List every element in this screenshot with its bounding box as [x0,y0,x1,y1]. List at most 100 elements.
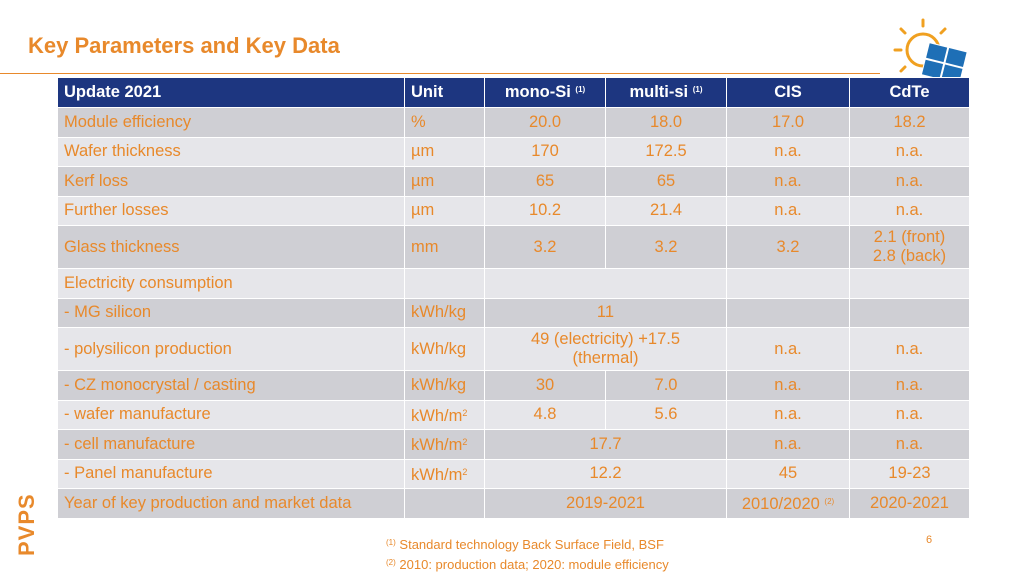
row-unit: µm [404,195,485,226]
cell-cis: n.a. [726,327,850,371]
table-row: Kerf loss µm 65 65 n.a. n.a. [57,166,970,197]
unit-exponent: 2 [462,466,468,477]
table-row: - Panel manufacture kWh/m2 12.2 45 19-23 [57,458,970,489]
cell-cdte: 18.2 [849,107,970,138]
table-row: Wafer thickness µm 170 172.5 n.a. n.a. [57,136,970,167]
row-label: - MG silicon [57,297,405,328]
page-number: 6 [926,534,933,546]
row-unit: µm [404,166,485,197]
header-multi-label: multi-si [629,83,689,101]
row-unit: kWh/kg [404,297,485,328]
title-divider [0,73,880,74]
footnote-1: (1) Standard technology Back Surface Fie… [386,534,669,554]
row-label: - wafer manufacture [57,399,405,430]
cell-multi: 5.6 [605,399,727,430]
cell-cis: n.a. [726,370,850,401]
header-update: Update 2021 [57,77,405,108]
cell-mono-multi: 49 (electricity) +17.5 (thermal) [484,327,727,371]
cell-cdte: 2.1 (front) 2.8 (back) [849,225,970,269]
cell-cis: n.a. [726,195,850,226]
cell-cdte: n.a. [849,195,970,226]
cell-mono: 3.2 [484,225,606,269]
cell-cis [726,297,850,328]
row-label: - CZ monocrystal / casting [57,370,405,401]
row-label: Further losses [57,195,405,226]
row-unit: kWh/m2 [404,399,485,430]
row-label: Year of key production and market data [57,488,405,519]
footnote-mark: (2) [386,558,396,567]
cell-cis: 3.2 [726,225,850,269]
cell-mono-multi: 17.7 [484,429,727,460]
cell-mono: 65 [484,166,606,197]
table-row: Electricity consumption [57,268,970,299]
cell-cdte: n.a. [849,166,970,197]
row-unit: kWh/kg [404,327,485,371]
cdte-front: 2.1 (front) [873,228,946,246]
cell-cdte: n.a. [849,136,970,167]
row-unit [404,268,485,299]
row-label: Kerf loss [57,166,405,197]
row-label: - Panel manufacture [57,458,405,489]
unit-text: kWh/m [411,406,463,425]
cell-cdte: n.a. [849,370,970,401]
row-unit: mm [404,225,485,269]
cis-years: 2010/2020 [741,495,820,514]
cell-cdte: 2020-2021 [849,488,970,519]
row-unit: kWh/kg [404,370,485,401]
cell-mono: 10.2 [484,195,606,226]
row-unit: % [404,107,485,138]
row-label: - cell manufacture [57,429,405,460]
cell-multi: 7.0 [605,370,727,401]
cell-cis: n.a. [726,166,850,197]
cell-mono-multi: 2019-2021 [484,488,727,519]
pvps-brand: PVPS [14,493,39,556]
page-title: Key Parameters and Key Data [28,33,340,58]
table-row: Glass thickness mm 3.2 3.2 3.2 2.1 (fron… [57,225,970,269]
cell-cis: n.a. [726,399,850,430]
cell-mono-multi: 11 [484,297,727,328]
header-mono-si: mono-Si (1) [484,77,606,108]
cell-cis: 17.0 [726,107,850,138]
cell-cdte [849,297,970,328]
table-row: - MG silicon kWh/kg 11 [57,297,970,328]
cell-cis: 2010/2020 (2) [726,488,850,519]
cell-cis: n.a. [726,429,850,460]
cell-multi: 3.2 [605,225,727,269]
row-label: Wafer thickness [57,136,405,167]
sun-and-solar-panel-icon [893,18,968,82]
key-parameters-table: Update 2021 Unit mono-Si (1) multi-si (1… [57,77,970,519]
header-multi-si: multi-si (1) [605,77,727,108]
cell-mono: 170 [484,136,606,167]
row-unit: kWh/m2 [404,429,485,460]
cell-cis: n.a. [726,136,850,167]
unit-text: kWh/m [411,465,463,484]
cell-multi: 65 [605,166,727,197]
footnote-2: (2) 2010: production data; 2020: module … [386,554,669,574]
table-header-row: Update 2021 Unit mono-Si (1) multi-si (1… [57,77,970,108]
cell-cdte: 19-23 [849,458,970,489]
row-unit: µm [404,136,485,167]
table-row: Year of key production and market data 2… [57,488,970,519]
cell-mono: 30 [484,370,606,401]
cell-cdte: n.a. [849,327,970,371]
row-label: Electricity consumption [57,268,405,299]
table-row: - polysilicon production kWh/kg 49 (elec… [57,327,970,371]
header-mono-label: mono-Si [504,83,571,101]
row-unit: kWh/m2 [404,458,485,489]
row-label: Module efficiency [57,107,405,138]
cell-cdte [849,268,970,299]
footnote-mark: (1) [575,85,586,94]
cell-cdte: n.a. [849,429,970,460]
cell-multi: 172.5 [605,136,727,167]
cell-multi: 18.0 [605,107,727,138]
cell-mono-multi: 12.2 [484,458,727,489]
header-cdte: CdTe [849,77,970,108]
polysilicon-line2: (thermal) [572,349,639,367]
table-row: - wafer manufacture kWh/m2 4.8 5.6 n.a. … [57,399,970,430]
cell-cdte: n.a. [849,399,970,430]
header-cis: CIS [726,77,850,108]
cell-mono-multi [484,268,727,299]
cell-cis [726,268,850,299]
row-label: Glass thickness [57,225,405,269]
footnote-mark: (1) [386,538,396,547]
